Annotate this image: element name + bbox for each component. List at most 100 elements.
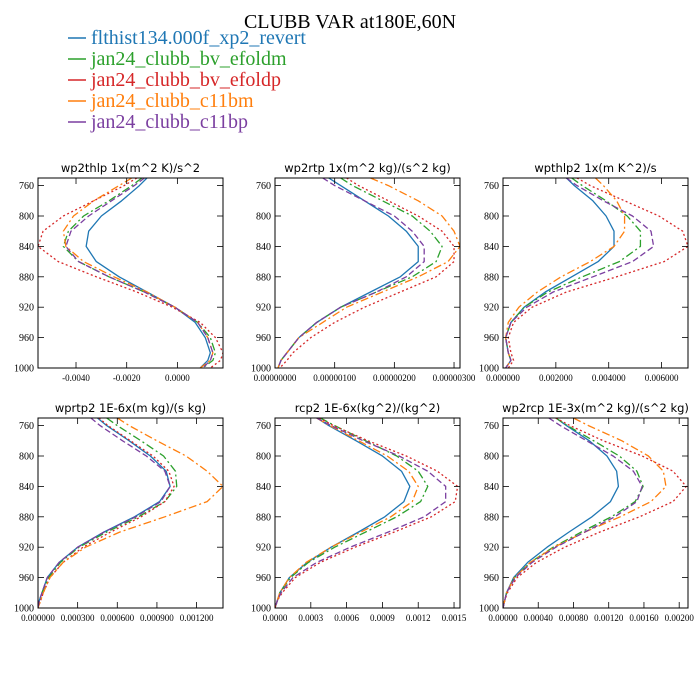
- legend-entry: flthist134.000f_xp2_revert: [68, 27, 306, 49]
- x-tick-label: 0.0015: [442, 613, 467, 623]
- y-tick-label: 760: [256, 421, 271, 432]
- series-line: [38, 178, 223, 368]
- chart-panel: wp2rcp 1E-3x(m^2 kg)/(s^2 kg)760 800 840 88…: [479, 401, 694, 623]
- chart-panel: wpthlp2 1x(m K^2)/s 760 800 840 880 920 960 100…: [479, 161, 689, 383]
- plot-frame: [37, 417, 224, 609]
- x-tick-label: 0.004000: [592, 373, 626, 383]
- plot-frame: [502, 417, 689, 609]
- y-tick-label: 840: [256, 242, 271, 253]
- plot-frame: [274, 417, 461, 609]
- x-tick-label: 0.000300: [61, 613, 95, 623]
- series-line: [85, 178, 211, 368]
- series-group: [504, 178, 688, 368]
- panel-title: wp2rcp 1E-3x(m^2 kg)/(s^2 kg): [502, 401, 689, 415]
- series-group: [503, 418, 687, 608]
- legend-label: jan24_clubb_bv_efoldm: [90, 48, 287, 70]
- y-tick-label: 960: [484, 573, 499, 584]
- series-group: [277, 178, 460, 368]
- x-tick-label: 0.00040: [524, 613, 554, 623]
- y-tick-label: 760: [484, 181, 499, 192]
- panel-title: wp2thlp 1x(m^2 K)/s^2: [61, 161, 200, 175]
- series-line: [504, 178, 655, 368]
- y-tick-label: 800: [484, 212, 499, 223]
- x-tick-label: 0.00120: [594, 613, 624, 623]
- series-line: [65, 178, 214, 368]
- x-tick-label: 0.0006: [334, 613, 359, 623]
- series-line: [38, 418, 223, 608]
- chart-panel: wp2thlp 1x(m^2 K)/s^2 760 800 840 880 920 960 1…: [14, 161, 224, 383]
- plot-frame: [37, 177, 224, 369]
- series-line: [62, 178, 214, 368]
- y-tick-label: 760: [19, 181, 34, 192]
- y-tick-label: 920: [19, 543, 34, 554]
- series-line: [279, 178, 455, 368]
- legend-entry: jan24_clubb_bv_efoldp: [68, 69, 281, 91]
- y-tick-label: 1000: [479, 364, 499, 375]
- x-tick-label: 0.002000: [539, 373, 573, 383]
- series-line: [507, 178, 688, 368]
- y-tick-label: 800: [256, 212, 271, 223]
- x-tick-label: 0.0012: [406, 613, 431, 623]
- x-tick-label: 0.00000200: [373, 373, 416, 383]
- legend: flthist134.000f_xp2_revertjan24_clubb_bv…: [68, 27, 306, 133]
- y-tick-label: 1000: [14, 364, 34, 375]
- panel-title: rcp2 1E-6x(kg^2)/(kg^2): [295, 401, 441, 415]
- legend-entry: jan24_clubb_c11bm: [68, 90, 254, 112]
- y-tick-label: 920: [484, 543, 499, 554]
- x-tick-label: 0.00000: [488, 613, 518, 623]
- panel-title: wpthlp2 1x(m K^2)/s: [534, 161, 656, 175]
- series-group: [275, 418, 459, 608]
- series-group: [38, 178, 223, 368]
- x-tick-label: 0.0000: [263, 613, 288, 623]
- y-tick-label: 840: [256, 482, 271, 493]
- y-tick-label: 840: [19, 242, 34, 253]
- chart-panel: wp2rtp 1x(m^2 kg)/(s^2 kg) 760 800 840 880 92…: [251, 161, 476, 383]
- legend-entry: jan24_clubb_bv_efoldm: [68, 48, 287, 70]
- series-line: [38, 418, 175, 608]
- x-tick-label: 0.00000000: [254, 373, 297, 383]
- y-tick-label: 800: [19, 212, 34, 223]
- y-tick-label: 960: [19, 573, 34, 584]
- y-tick-label: 960: [256, 333, 271, 344]
- chart-panels: wp2thlp 1x(m^2 K)/s^2 760 800 840 880 920 960 1…: [14, 161, 694, 623]
- y-tick-label: 880: [19, 512, 34, 523]
- x-tick-label: 0.000900: [140, 613, 174, 623]
- series-line: [277, 178, 425, 368]
- y-tick-label: 1000: [251, 604, 271, 615]
- y-tick-label: 880: [19, 272, 34, 283]
- x-tick-label: 0.001200: [180, 613, 214, 623]
- y-tick-label: 960: [256, 573, 271, 584]
- y-tick-label: 840: [484, 242, 499, 253]
- x-tick-label: 0.00000100: [313, 373, 356, 383]
- series-line: [504, 178, 615, 368]
- x-tick-label: 0.000000: [21, 613, 55, 623]
- chart-panel: wprtp2 1E-6x(m kg)/(s kg) 760 800 840 880 920…: [14, 401, 224, 623]
- y-tick-label: 960: [19, 333, 34, 344]
- series-line: [503, 418, 643, 608]
- x-tick-label: 0.00000300: [433, 373, 476, 383]
- x-tick-label: 0.00080: [559, 613, 589, 623]
- y-tick-label: 840: [19, 482, 34, 493]
- x-tick-label: 0.006000: [645, 373, 679, 383]
- series-line: [275, 418, 447, 608]
- x-tick-label: 0.0000: [165, 373, 190, 383]
- y-tick-label: 880: [256, 512, 271, 523]
- y-tick-label: 1000: [479, 604, 499, 615]
- y-tick-label: 1000: [251, 364, 271, 375]
- series-line: [503, 418, 644, 608]
- legend-label: jan24_clubb_c11bp: [90, 111, 248, 133]
- legend-label: flthist134.000f_xp2_revert: [91, 27, 306, 49]
- x-tick-label: 0.0009: [370, 613, 395, 623]
- y-tick-label: 800: [19, 452, 34, 463]
- y-tick-label: 760: [19, 421, 34, 432]
- y-tick-label: 880: [484, 512, 499, 523]
- y-tick-label: 920: [256, 303, 271, 314]
- y-tick-label: 800: [256, 452, 271, 463]
- y-tick-label: 920: [484, 303, 499, 314]
- series-line: [275, 418, 429, 608]
- y-tick-label: 760: [484, 421, 499, 432]
- panel-title: wprtp2 1E-6x(m kg)/(s kg): [55, 401, 206, 415]
- y-tick-label: 960: [484, 333, 499, 344]
